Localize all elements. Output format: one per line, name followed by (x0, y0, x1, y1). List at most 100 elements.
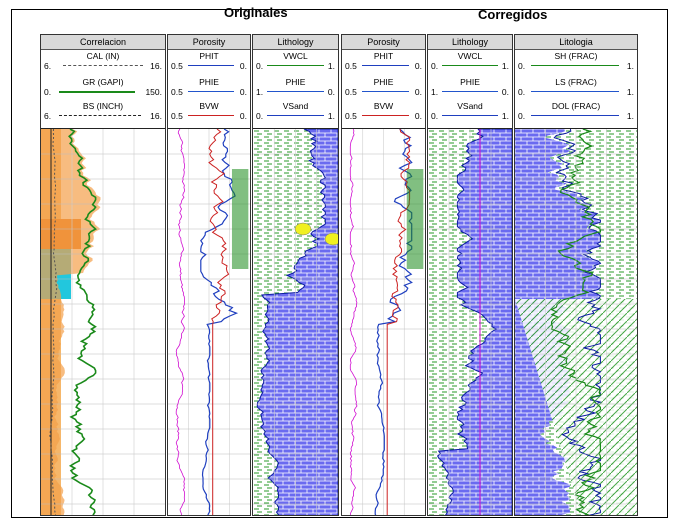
curve-line (63, 65, 143, 66)
curve-line (267, 91, 324, 92)
curve-name: VWCL (457, 51, 483, 61)
title-originales: Originales (224, 5, 288, 20)
scale-max: 1. (327, 61, 335, 71)
porosity-fill (231, 169, 249, 269)
curve-name: BVW (373, 101, 394, 111)
scale-min: 0. (431, 61, 439, 71)
curve-label: GR (GAPI) 0. 150. (41, 77, 165, 103)
scale-max: 0. (239, 111, 247, 121)
curve-line (442, 91, 498, 92)
track-correlacion: Correlacion CAL (IN) 6. 16. GR (GAPI) 0. 150… (40, 34, 166, 516)
scale-min: 0. (518, 111, 526, 121)
sand-pattern (257, 129, 338, 515)
curve-name: BVW (199, 101, 219, 111)
scale-min: 0. (431, 111, 439, 121)
track-porosity-original: Porosity PHIT 0.5 0. PHIE 0.5 0. BVW 0.5 0. (167, 34, 251, 516)
cal-curve (49, 129, 58, 515)
curve-name: PHIT (373, 51, 394, 61)
lithology-plot (253, 128, 338, 515)
curve-label: SH (FRAC) 0. 1. (515, 51, 637, 77)
bvw-curve (208, 129, 230, 515)
scale-max: 0. (239, 87, 247, 97)
curve-label: BVW 0.5 0. (342, 101, 425, 127)
grid-lines (41, 129, 165, 515)
porosity-plot (168, 128, 250, 515)
curve-label: BVW 0.5 0. (168, 101, 250, 127)
curve-line (531, 91, 619, 92)
curve-name: VSand (457, 101, 483, 111)
curve-label: PHIE 1. 0. (253, 77, 338, 103)
curve-line (442, 65, 498, 66)
scale-max: 1. (626, 111, 634, 121)
hydrocarbon-fill (294, 222, 312, 236)
curve-name: PHIE (199, 77, 219, 87)
scale-max: 16. (150, 61, 162, 71)
curve-name: BS (INCH) (82, 101, 124, 111)
curve-label: VSand 0. 1. (428, 101, 512, 127)
curve-label: VSand 0. 1. (253, 101, 338, 127)
title-corregidos: Corregidos (478, 7, 548, 22)
scale-max: 0. (501, 87, 509, 97)
grid-lines (428, 129, 512, 515)
curve-name: PHIT (199, 51, 219, 61)
curve-name: PHIE (285, 77, 306, 87)
scale-min: 0.5 (345, 61, 357, 71)
phie-curve (374, 129, 413, 515)
curve-line (531, 65, 619, 66)
scale-min: 6. (44, 61, 52, 71)
gr-fill (41, 129, 101, 515)
figure-frame: Originales Corregidos Correlacion CAL (I… (11, 5, 668, 518)
scale-min: 1. (256, 87, 264, 97)
scale-max: 1. (501, 61, 509, 71)
scale-max: 0. (414, 87, 422, 97)
sh-curve (550, 129, 602, 515)
scale-max: 16. (150, 111, 162, 121)
correlacion-plot (41, 128, 165, 515)
porosity-plot (342, 128, 425, 515)
curve-line (59, 91, 135, 93)
curve-line (188, 91, 234, 92)
scale-max: 1. (626, 87, 634, 97)
track-porosity-corrected: Porosity PHIT 0.5 0. PHIE 0.5 0. BVW 0.5 0. (341, 34, 426, 516)
phit-curve (175, 129, 185, 515)
curve-label: LS (FRAC) 0. 1. (515, 77, 637, 103)
phie-curve (200, 129, 239, 515)
track-header: Correlacion (41, 35, 165, 50)
scale-min: 0. (44, 87, 52, 97)
scale-min: 1. (431, 87, 439, 97)
track-header: Porosity (168, 35, 250, 50)
curve-name: SH (FRAC) (554, 51, 598, 61)
curve-line (362, 91, 409, 92)
lithology-plot (428, 128, 512, 515)
curve-line (442, 115, 498, 116)
curve-label: PHIT 0.5 0. (342, 51, 425, 77)
scale-min: 0.5 (345, 87, 357, 97)
track-header: Porosity (342, 35, 425, 50)
scale-max: 0. (327, 87, 335, 97)
curve-line (531, 115, 619, 116)
track-lithology-corrected: Lithology VWCL 0. 1. PHIE 1. 0. VSand 0. 1. (427, 34, 513, 516)
litologia-plot (515, 128, 637, 515)
curve-name: PHIE (460, 77, 480, 87)
track-header: Litologia (515, 35, 637, 50)
scale-min: 6. (44, 111, 52, 121)
scale-max: 0. (414, 61, 422, 71)
curve-label: CAL (IN) 6. 16. (41, 51, 165, 77)
scale-max: 1. (501, 111, 509, 121)
scale-max: 1. (327, 111, 335, 121)
porosity-fill (406, 169, 424, 269)
scale-min: 0.5 (171, 61, 183, 71)
scale-min: 0.5 (171, 111, 183, 121)
scale-max: 0. (414, 111, 422, 121)
scale-min: 0. (256, 111, 264, 121)
curve-label: PHIT 0.5 0. (168, 51, 250, 77)
curve-name: VSand (282, 101, 309, 111)
curve-name: DOL (FRAC) (551, 101, 601, 111)
curve-name: GR (GAPI) (82, 77, 124, 87)
curve-line (267, 115, 324, 116)
scale-min: 0.5 (171, 87, 183, 97)
curve-line (188, 115, 234, 116)
curve-line (362, 115, 409, 116)
curve-line (267, 65, 324, 66)
curve-line (188, 65, 234, 66)
